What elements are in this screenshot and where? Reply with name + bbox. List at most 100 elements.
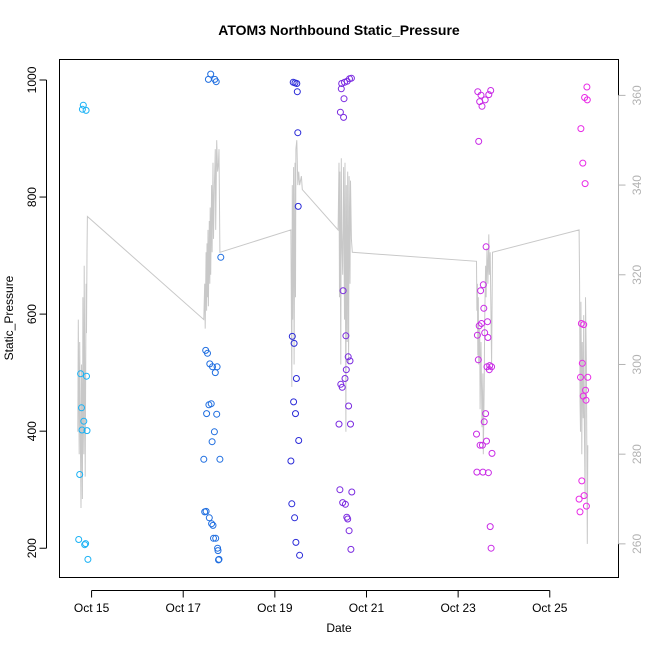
- data-point: [583, 96, 591, 104]
- plot-area: [59, 59, 619, 578]
- data-point: [480, 304, 488, 312]
- data-point: [287, 457, 295, 465]
- data-point: [290, 339, 298, 347]
- data-point: [294, 202, 302, 210]
- data-point: [475, 322, 483, 330]
- data-point: [84, 555, 92, 563]
- data-point: [482, 243, 490, 251]
- data-point: [348, 488, 356, 496]
- data-point: [209, 521, 217, 529]
- data-point: [213, 410, 221, 418]
- data-point: [340, 113, 348, 121]
- data-point: [80, 417, 88, 425]
- data-point: [78, 404, 85, 412]
- data-point: [202, 507, 210, 515]
- data-point: [292, 375, 300, 382]
- data-point: [210, 428, 218, 436]
- x-tick-label: Oct 25: [532, 601, 568, 615]
- data-point: [484, 334, 492, 341]
- y-tick-label: 600: [25, 304, 39, 324]
- data-point: [473, 331, 481, 339]
- data-point: [294, 129, 302, 137]
- data-point: [209, 363, 216, 371]
- data-point: [342, 366, 350, 374]
- data-point: [481, 96, 489, 104]
- data-point: [291, 514, 299, 522]
- y2-tick-label: 360: [630, 85, 644, 105]
- data-point: [78, 426, 86, 434]
- x-axis: Oct 15 Oct 17 Oct 19 Oct 21 Oct 23 Oct 25: [74, 590, 568, 615]
- data-point: [339, 287, 347, 295]
- data-point: [336, 108, 344, 116]
- data-point: [338, 383, 346, 391]
- y-tick-label: 800: [25, 187, 39, 207]
- data-point: [577, 125, 585, 133]
- data-point: [485, 91, 493, 99]
- data-point: [473, 430, 480, 438]
- data-point: [200, 455, 208, 463]
- y2-tick-label: 260: [630, 534, 644, 554]
- data-point: [482, 410, 490, 418]
- data-point: [581, 180, 589, 188]
- data-point: [347, 420, 354, 428]
- y2-tick-label: 340: [630, 175, 644, 195]
- data-point: [75, 536, 83, 543]
- data-point: [483, 437, 490, 445]
- data-point: [473, 468, 481, 476]
- data-point: [342, 332, 350, 340]
- data-point: [344, 353, 352, 361]
- data-point: [582, 396, 590, 404]
- data-point: [208, 520, 216, 528]
- data-points: [75, 70, 592, 564]
- data-point: [580, 321, 588, 329]
- data-point: [78, 105, 86, 113]
- data-point: [487, 544, 495, 552]
- data-point: [292, 410, 299, 418]
- data-point: [292, 538, 300, 546]
- data-point: [216, 455, 224, 463]
- data-point: [346, 357, 354, 365]
- data-point: [337, 85, 345, 93]
- data-point: [347, 545, 355, 553]
- y-tick-label: 400: [25, 421, 39, 441]
- data-point: [477, 91, 485, 99]
- data-point: [212, 78, 220, 86]
- data-point: [82, 540, 90, 548]
- data-point: [484, 469, 492, 477]
- data-point: [79, 101, 87, 109]
- data-point: [475, 137, 483, 145]
- data-point: [207, 400, 215, 408]
- data-point: [488, 363, 496, 371]
- data-point: [583, 83, 591, 91]
- secondary-trace: [77, 140, 589, 544]
- x-axis-label: Date: [326, 621, 352, 635]
- data-point: [488, 449, 496, 457]
- data-point: [480, 418, 488, 426]
- data-point: [476, 441, 484, 449]
- data-point: [344, 515, 352, 523]
- data-point: [293, 80, 301, 87]
- y2-tick-label: 300: [630, 354, 644, 374]
- y2-tick-label: 280: [630, 444, 644, 464]
- data-point: [578, 359, 586, 367]
- y-axis-label: Static_Pressure: [2, 275, 16, 360]
- data-point: [207, 70, 215, 78]
- data-point: [81, 541, 89, 549]
- data-point: [477, 287, 485, 295]
- data-point: [210, 534, 217, 542]
- data-point: [336, 486, 344, 494]
- x-tick-label: Oct 23: [440, 601, 476, 615]
- data-point: [341, 500, 349, 508]
- data-point: [474, 356, 482, 364]
- data-point: [576, 508, 584, 516]
- data-point: [479, 281, 487, 289]
- data-point: [208, 438, 216, 446]
- y2-tick-label: 320: [630, 264, 644, 284]
- data-point: [288, 332, 296, 340]
- data-point: [341, 375, 349, 382]
- data-point: [83, 372, 90, 380]
- data-point: [579, 159, 587, 167]
- data-point: [487, 87, 495, 94]
- data-point: [215, 555, 223, 563]
